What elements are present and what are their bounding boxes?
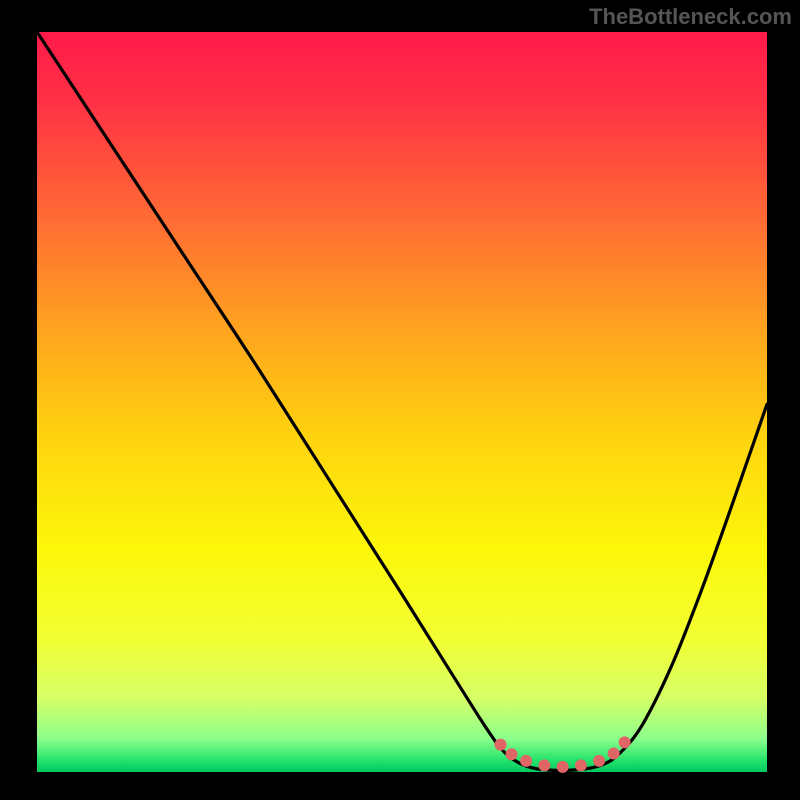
marker-dot [619, 736, 631, 748]
marker-dot [608, 748, 620, 760]
watermark-text: TheBottleneck.com [589, 4, 792, 30]
marker-dot [506, 748, 518, 760]
marker-dot [557, 761, 569, 773]
marker-group [495, 736, 631, 772]
gradient-plot-area [37, 32, 767, 772]
marker-dot [495, 739, 507, 751]
bottleneck-curve [37, 32, 767, 770]
chart-svg [0, 0, 800, 800]
marker-dot [593, 755, 605, 767]
marker-dot [520, 755, 532, 767]
marker-dot [538, 759, 550, 771]
marker-dot [575, 759, 587, 771]
